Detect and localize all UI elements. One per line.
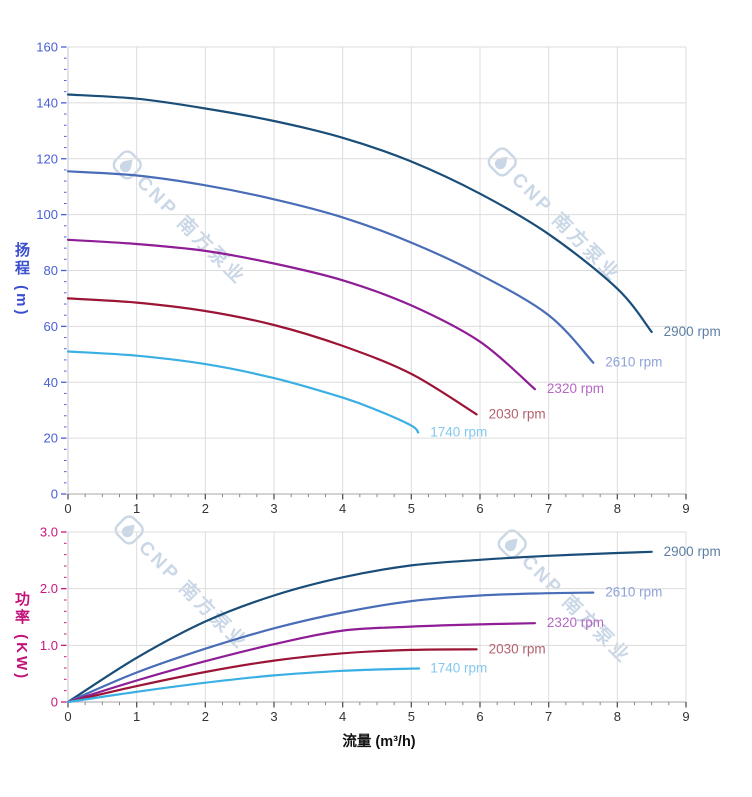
power-curve-label-2610-rpm: 2610 rpm	[605, 585, 662, 600]
power-curve-2030-rpm	[66, 648, 478, 704]
head-curve-label-2030-rpm: 2030 rpm	[489, 406, 546, 421]
power-gridlines	[68, 531, 687, 702]
head-curve-2320-rpm	[66, 238, 536, 391]
head-axis-title: 扬程 (m)	[13, 242, 30, 318]
tick-label: 1.0	[40, 638, 58, 653]
head-curve-label-2320-rpm: 2320 rpm	[547, 381, 604, 396]
power-curve-2900-rpm	[66, 550, 653, 704]
flow-axis-title: 流量 (m³/h)	[342, 734, 416, 750]
tick-label: 0	[64, 709, 71, 724]
power-axis-title: 功率 (KW)	[13, 591, 30, 682]
tick-label: 9	[682, 501, 689, 516]
power-chart: 0 1.0 2.0 3.0 0 1 2 3 4 5 6 7 8 9 2900 rpm 2610 rpm2320…	[40, 525, 721, 725]
tick-label: 160	[36, 40, 58, 55]
head-curve-1740-rpm	[66, 350, 420, 434]
tick-label: 6	[476, 709, 483, 724]
power-curve-label-2900-rpm: 2900 rpm	[664, 544, 721, 559]
tick-label: 7	[545, 709, 552, 724]
power-y-tick-labels: 0 1.0 2.0 3.0	[40, 525, 58, 710]
tick-label: 8	[614, 709, 621, 724]
tick-label: 20	[44, 431, 58, 446]
head-curve-2610-rpm	[66, 170, 595, 364]
tick-label: 9	[682, 709, 689, 724]
tick-label: 5	[408, 501, 415, 516]
head-y-tick-labels: 0 20 40 60 80 100 120 140 160	[36, 40, 58, 502]
tick-label: 120	[36, 151, 58, 166]
tick-label: 8	[614, 501, 621, 516]
head-chart: 0 20 40 60 80 100 120 140 160 0 1 2 3 4 5 6 7 8 9 2900 rpm 2…	[36, 40, 720, 517]
tick-label: 4	[339, 709, 346, 724]
head-curve-label-1740-rpm: 1740 rpm	[430, 425, 487, 440]
power-curve-2320-rpm	[66, 622, 536, 704]
head-curve-2030-rpm	[66, 297, 478, 416]
tick-label: 7	[545, 501, 552, 516]
tick-label: 0	[64, 501, 71, 516]
head-curve-2900-rpm	[66, 93, 653, 334]
power-curve-label-1740-rpm: 1740 rpm	[430, 661, 487, 676]
tick-label: 5	[408, 709, 415, 724]
tick-label: 1	[133, 501, 140, 516]
power-curve-1740-rpm	[66, 667, 421, 704]
power-curve-2610-rpm	[66, 591, 595, 704]
head-gridlines	[68, 46, 687, 494]
tick-label: 100	[36, 207, 58, 222]
tick-label: 3.0	[40, 525, 58, 540]
power-curve-label-2030-rpm: 2030 rpm	[489, 641, 546, 656]
power-curve-label-2320-rpm: 2320 rpm	[547, 615, 604, 630]
tick-label: 1	[133, 709, 140, 724]
tick-label: 2	[202, 501, 209, 516]
tick-label: 2.0	[40, 581, 58, 596]
power-y-ticks	[61, 531, 67, 703]
power-x-ticks	[67, 702, 687, 708]
tick-label: 0	[51, 695, 58, 710]
tick-label: 3	[270, 709, 277, 724]
head-curve-label-2610-rpm: 2610 rpm	[605, 355, 662, 370]
tick-label: 60	[44, 319, 58, 334]
tick-label: 4	[339, 501, 346, 516]
tick-label: 80	[44, 263, 58, 278]
tick-label: 40	[44, 375, 58, 390]
power-x-tick-labels: 0 1 2 3 4 5 6 7 8 9	[64, 709, 689, 724]
head-x-tick-labels: 0 1 2 3 4 5 6 7 8 9	[64, 501, 689, 516]
head-x-ticks	[67, 494, 687, 500]
head-y-ticks	[61, 46, 67, 495]
tick-label: 6	[476, 501, 483, 516]
tick-label: 2	[202, 709, 209, 724]
tick-label: 140	[36, 95, 58, 110]
tick-label: 3	[270, 501, 277, 516]
tick-label: 0	[51, 487, 58, 502]
head-curve-label-2900-rpm: 2900 rpm	[664, 324, 721, 339]
